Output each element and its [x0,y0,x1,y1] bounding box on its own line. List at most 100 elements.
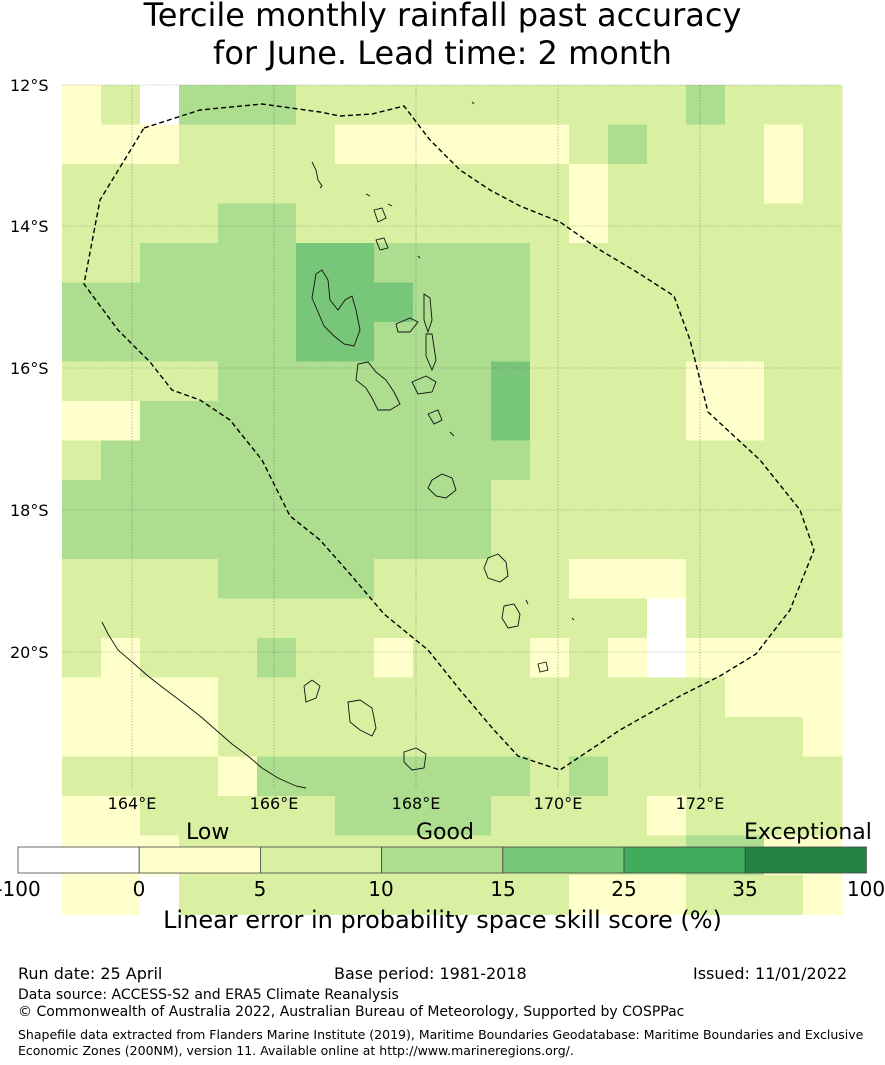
skill-grid [62,85,843,915]
grid-cell [803,85,843,125]
grid-cell [296,203,336,244]
grid-cell [257,440,297,481]
grid-cell [335,401,375,441]
grid-cell [218,677,258,718]
grid-cell [686,559,726,599]
grid-cell [62,638,102,678]
grid-cell [218,401,258,441]
grid-cell [179,85,219,125]
grid-cell [62,361,102,402]
grid-cell [257,85,297,125]
grid-cell [335,875,375,915]
grid-cell [452,598,492,639]
grid-cell [491,677,531,718]
grid-cell [530,559,570,599]
grid-cell [569,124,609,165]
grid-cell [257,519,297,560]
grid-cell [218,638,258,678]
grid-cell [803,322,843,362]
island-ambrym [411,375,437,395]
grid-cell [101,164,141,204]
grid-cell [530,85,570,125]
island-loyalty-2 [403,747,427,771]
grid-cell [803,401,843,441]
grid-cell [608,85,648,125]
grid-cell [647,756,687,797]
grid-cell [647,717,687,757]
grid-cell [140,756,180,797]
grid-cell [686,796,726,836]
island-loyalty-3 [303,679,321,703]
grid-cell [257,282,297,323]
grid-cell [491,717,531,757]
island-gaua [373,207,387,223]
grid-cell [218,164,258,204]
grid-cell [764,480,804,520]
grid-cell [335,677,375,718]
grid-cell [452,124,492,165]
grid-cell [491,598,531,639]
grid-cell [491,519,531,560]
grid-cell [296,717,336,757]
grid-cell [296,401,336,441]
island-torres [311,161,323,189]
grid-cell [686,322,726,362]
run-date: Run date: 25 April [18,964,163,983]
grid-cell [296,85,336,125]
grid-cell [179,480,219,520]
grid-cell [491,282,531,323]
grid-cell [179,875,219,915]
grid-cell [257,203,297,244]
grid-cell [413,401,453,441]
grid-cell [608,756,648,797]
grid-cell [569,440,609,481]
island-espiritu-santo [311,269,361,347]
colorbar-segment [502,846,625,874]
grid-cell [296,638,336,678]
grid-cell [530,243,570,283]
grid-cell [647,519,687,560]
grid-cell [530,322,570,362]
grid-cell [452,638,492,678]
island-maewo [423,293,433,334]
grid-cell [335,519,375,560]
grid-cell [530,598,570,639]
grid-cell [764,677,804,718]
grid-cell [179,322,219,362]
grid-cell [725,243,765,283]
grid-cell [179,243,219,283]
grid-cell [452,796,492,836]
grid-cell [491,638,531,678]
grid-cell [179,638,219,678]
grid-cell [101,598,141,639]
grid-cell [803,598,843,639]
grid-cell [803,440,843,481]
grid-cell [452,519,492,560]
grid-cell [686,124,726,165]
grid-cell [764,559,804,599]
grid-cell [608,480,648,520]
grid-cell [140,598,180,639]
grid-cell [374,756,414,797]
grid-cell [218,124,258,165]
grid-cell [647,796,687,836]
grid-cell [608,638,648,678]
grid-cell [218,440,258,481]
grid-cell [374,85,414,125]
grid-cell [413,519,453,560]
grid-cell [413,677,453,718]
colorbar-segment [138,846,261,874]
grid-cell [101,322,141,362]
grid-cell [647,480,687,520]
island-pentecost [425,333,437,372]
cbar-tick-100: 100 [846,877,885,901]
grid-cell [491,164,531,204]
grid-cell [62,717,102,757]
grid-cell [179,756,219,797]
grid-cell [335,361,375,402]
grid-cell [452,361,492,402]
grid-cell [569,164,609,204]
grid-cell [608,282,648,323]
grid-cell [452,243,492,283]
